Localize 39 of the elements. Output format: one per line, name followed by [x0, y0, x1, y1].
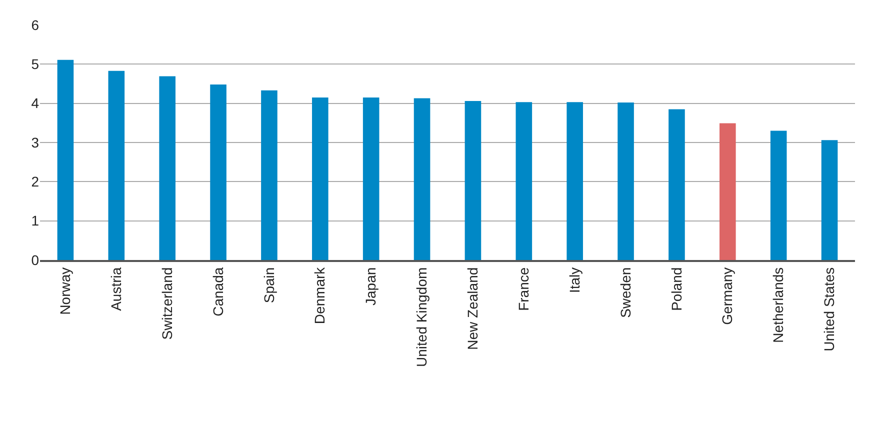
- x-tick-label: Netherlands: [770, 267, 786, 343]
- bar: [821, 140, 838, 260]
- y-tick-label: 2: [31, 174, 40, 190]
- x-tick-label: United States: [821, 267, 838, 352]
- x-tick-label: France: [515, 267, 532, 311]
- y-tick-label: 5: [31, 56, 40, 72]
- x-tick-label: Italy: [566, 267, 582, 294]
- x-tick-label: Japan: [362, 267, 379, 306]
- x-tick-label: Germany: [719, 267, 736, 325]
- x-tick-label: Spain: [260, 267, 277, 304]
- y-tick-label: 6: [31, 16, 40, 33]
- bar: [261, 90, 278, 260]
- x-tick-label: Poland: [668, 267, 684, 311]
- bar: [516, 102, 532, 260]
- bar: [668, 109, 685, 260]
- x-tick-label: Austria: [108, 267, 124, 311]
- bar: [312, 97, 328, 260]
- y-tick-label: 1: [31, 212, 40, 229]
- x-tick-label: Sweden: [617, 267, 634, 318]
- bar: [566, 102, 583, 260]
- x-tick-label: Denmark: [312, 266, 328, 324]
- x-tick-label: United Kingdom: [414, 267, 430, 367]
- bar: [770, 130, 787, 260]
- bar: [362, 97, 380, 260]
- y-tick-label: 4: [31, 95, 40, 112]
- x-tick-label: Canada: [210, 267, 226, 316]
- bar: [159, 76, 176, 260]
- bar: [464, 100, 482, 260]
- bar: [210, 84, 226, 260]
- x-tick-label: Switzerland: [158, 267, 175, 340]
- x-tick-label: New Zealand: [464, 267, 481, 350]
- x-tick-label: Norway: [57, 267, 74, 315]
- bar: [414, 98, 430, 260]
- y-tick-label: 0: [31, 252, 40, 268]
- bar: [720, 123, 736, 260]
- y-tick-label: 3: [31, 134, 40, 150]
- bar: [108, 70, 125, 260]
- bar: [618, 102, 634, 260]
- bar: [57, 60, 74, 260]
